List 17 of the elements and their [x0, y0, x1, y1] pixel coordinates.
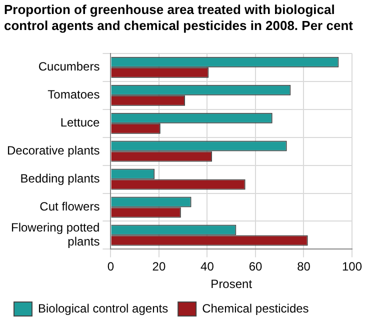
y-tick-label: Cut flowers: [40, 200, 100, 214]
chart-title: Proportion of greenhouse area treated with biological control agents and chemical pesticides in 2008. Per cent: [3, 1, 354, 35]
x-tick-label: 40: [200, 260, 214, 274]
y-tick-label: Cucumbers: [38, 60, 100, 74]
y-tick-label: Tomatoes: [48, 88, 100, 102]
x-tick-label: 100: [342, 260, 362, 274]
y-tick-label: Bedding plants: [20, 172, 100, 186]
x-tick-label: 80: [297, 260, 311, 274]
y-tick-label: Decorative plants: [6, 144, 100, 158]
legend-label: Biological control agents: [38, 301, 168, 316]
legend-label: Chemical pesticides: [202, 301, 309, 316]
x-tick-label: 60: [248, 260, 262, 274]
x-tick-label: 20: [152, 260, 166, 274]
y-tick-label: Flowering potted plants: [10, 220, 100, 249]
y-tick-label: Lettuce: [60, 116, 100, 130]
x-tick-label: 0: [107, 260, 114, 274]
x-axis-title: Prosent: [210, 277, 253, 292]
